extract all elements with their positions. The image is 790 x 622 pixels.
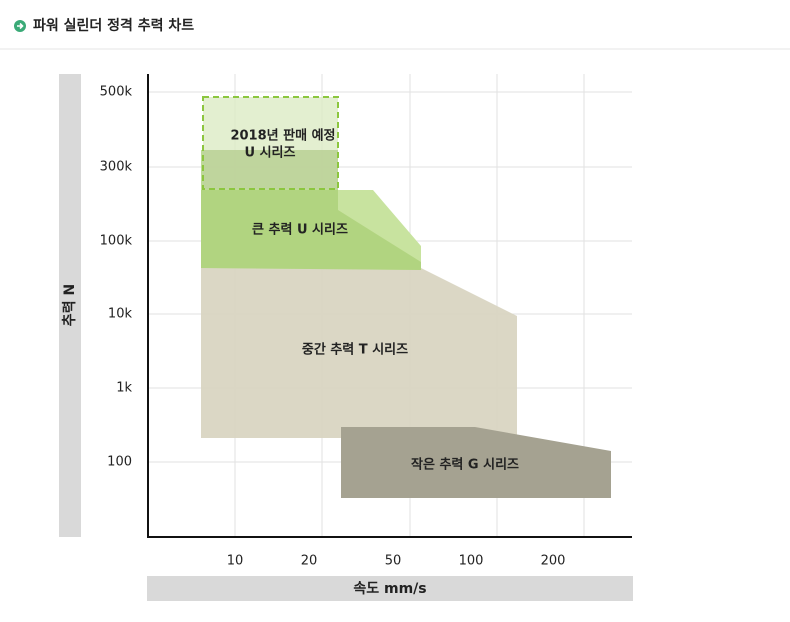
- region-label: 큰 추력 U 시리즈: [252, 222, 348, 238]
- planned-region-lower: [203, 150, 338, 189]
- y-tick-label: 500k: [100, 85, 133, 100]
- region-label: 2018년 판매 예정: [230, 128, 335, 144]
- y-axis-title-bar: [59, 74, 81, 537]
- region-label: 작은 추력 G 시리즈: [411, 457, 519, 473]
- g-series-region: [341, 427, 611, 498]
- region-label: U 시리즈: [245, 145, 296, 161]
- x-tick-label: 100: [459, 554, 484, 569]
- y-tick-label: 300k: [100, 160, 133, 175]
- planned-region-border: [202, 96, 339, 190]
- t-series-region: [201, 268, 517, 438]
- y-axis-title: 추력 N: [62, 284, 78, 326]
- y-ticks: 500k 300k 100k 10k 1k 100: [100, 85, 133, 470]
- x-tick-label: 20: [301, 554, 318, 569]
- x-tick-label: 200: [541, 554, 566, 569]
- x-axis-title: 속도 mm/s: [353, 581, 426, 597]
- x-axis-title-bar: [147, 576, 633, 601]
- x-tick-label: 10: [227, 554, 244, 569]
- y-tick-label: 100k: [100, 234, 133, 249]
- page-title: 파워 실린더 정격 추력 차트: [33, 17, 194, 34]
- region-label: 중간 추력 T 시리즈: [302, 342, 408, 358]
- y-tick-label: 10k: [108, 307, 133, 322]
- y-tick-label: 1k: [116, 381, 132, 396]
- y-tick-label: 100: [107, 455, 132, 470]
- x-tick-label: 50: [385, 554, 402, 569]
- x-ticks: 10 20 50 100 200: [227, 554, 566, 569]
- title-icon-arrow: [17, 22, 24, 30]
